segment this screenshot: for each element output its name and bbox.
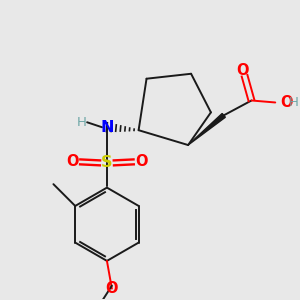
Text: O: O — [135, 154, 148, 169]
Text: O: O — [66, 154, 79, 169]
Text: N: N — [100, 120, 114, 135]
Text: H: H — [289, 96, 299, 109]
Text: O: O — [236, 63, 249, 78]
Text: O: O — [106, 281, 118, 296]
Polygon shape — [188, 113, 225, 145]
Text: S: S — [101, 155, 113, 170]
Text: H: H — [77, 116, 87, 129]
Text: O: O — [280, 95, 293, 110]
